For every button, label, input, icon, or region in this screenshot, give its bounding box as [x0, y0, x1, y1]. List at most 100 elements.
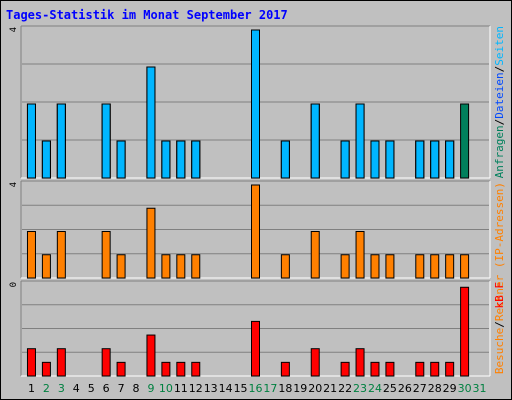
panel-bottom: 0 [9, 280, 491, 377]
legend-top: Anfragen/Dateien/Seiten [493, 26, 506, 178]
panel-middle: 4 [9, 180, 491, 279]
x-tick-label-day-4: 4 [73, 382, 80, 395]
bar-seiten-day-23 [355, 103, 365, 179]
x-tick-label-day-21: 21 [323, 382, 337, 395]
x-tick-label-day-23: 23 [353, 382, 367, 395]
bar-seiten-day-27 [415, 140, 425, 179]
bar-rechner-ip-adressen-day-23 [355, 231, 365, 279]
x-tick-label-day-28: 28 [428, 382, 442, 395]
legend-middle: Besuche/Rechner (IP-Adressen) [493, 182, 506, 374]
x-tick-label-day-7: 7 [118, 382, 125, 395]
bar-kb-f-day-3 [56, 348, 66, 377]
y-axis-max-label: 4 [9, 182, 19, 187]
bar-seiten-day-20 [310, 103, 320, 179]
x-tick-label-day-11: 11 [174, 382, 188, 395]
legend-middle-part-0: Besuche [493, 328, 506, 374]
bar-seiten-day-10 [161, 140, 171, 179]
x-tick-label-day-5: 5 [88, 382, 95, 395]
bar-kb-f-day-9 [146, 334, 156, 377]
x-tick-label-day-9: 9 [147, 382, 154, 395]
bar-kb-f-day-18 [280, 361, 290, 377]
bar-kb-f-day-12 [191, 361, 201, 377]
bar-kb-f-day-22 [340, 361, 350, 377]
x-tick-label-day-16: 16 [249, 382, 263, 395]
series-kb-f [26, 286, 470, 377]
bar-kb-f-day-27 [415, 361, 425, 377]
bar-kb-f-day-30 [460, 286, 470, 377]
bar-rechner-ip-adressen-day-2 [41, 254, 51, 279]
bar-rechner-ip-adressen-day-6 [101, 231, 111, 279]
legend-top-part-3: / [493, 66, 506, 73]
bar-anfragen-day-30 [460, 103, 470, 179]
bar-rechner-ip-adressen-day-30 [460, 254, 470, 279]
legend-bottom: kB F [493, 282, 506, 309]
bar-seiten-day-1 [26, 103, 36, 179]
x-tick-label-day-2: 2 [43, 382, 50, 395]
legend-bottom-part-0: kB F [493, 282, 506, 309]
bar-kb-f-day-2 [41, 361, 51, 377]
bar-kb-f-day-25 [385, 361, 395, 377]
bar-kb-f-day-7 [116, 361, 126, 377]
x-tick-label-day-22: 22 [338, 382, 352, 395]
bar-rechner-ip-adressen-day-24 [370, 254, 380, 279]
bar-rechner-ip-adressen-day-16 [251, 184, 260, 279]
bar-seiten-day-18 [280, 140, 290, 179]
chart-title: Tages-Statistik im Monat September 2017 [6, 8, 288, 22]
bar-rechner-ip-adressen-day-18 [280, 254, 290, 279]
bar-seiten-day-16 [251, 29, 260, 179]
series-rechner-ip-adressen [26, 184, 470, 279]
x-tick-label-day-25: 25 [383, 382, 397, 395]
bar-kb-f-day-20 [310, 348, 320, 377]
x-tick-label-day-1: 1 [28, 382, 35, 395]
legend-middle-part-2: Rechner (IP-Adressen) [493, 182, 506, 321]
bar-seiten-day-9 [146, 66, 156, 179]
bar-kb-f-day-28 [430, 361, 440, 377]
bar-kb-f-day-29 [445, 361, 455, 377]
bar-seiten-day-7 [116, 140, 126, 179]
legend-middle-part-1: / [493, 321, 506, 328]
x-tick-label-day-6: 6 [103, 382, 110, 395]
bar-rechner-ip-adressen-day-28 [430, 254, 440, 279]
bar-seiten-day-28 [430, 140, 440, 179]
x-axis-day-labels: 1 2 3 4 5 6 7 8 9 10 11 12 13 14 15 16 17 18 19 20 21 22 23 24 2… [28, 382, 487, 395]
x-tick-label-day-26: 26 [398, 382, 412, 395]
legend-top-part-2: Dateien [493, 72, 506, 118]
bar-rechner-ip-adressen-day-27 [415, 254, 425, 279]
x-tick-label-day-3: 3 [58, 382, 65, 395]
bar-rechner-ip-adressen-day-10 [161, 254, 171, 279]
x-tick-label-day-18: 18 [278, 382, 292, 395]
bar-rechner-ip-adressen-day-25 [385, 254, 395, 279]
bar-rechner-ip-adressen-day-11 [176, 254, 186, 279]
x-tick-label-day-27: 27 [413, 382, 427, 395]
bar-kb-f-day-1 [26, 348, 36, 377]
bar-seiten-day-29 [445, 140, 455, 179]
bar-seiten-day-24 [370, 140, 380, 179]
bar-rechner-ip-adressen-day-7 [116, 254, 126, 279]
x-tick-label-day-24: 24 [368, 382, 382, 395]
bar-kb-f-day-24 [370, 361, 380, 377]
x-tick-label-day-14: 14 [219, 382, 233, 395]
y-axis-max-label: 0 [9, 282, 19, 287]
x-tick-label-day-10: 10 [159, 382, 173, 395]
bar-seiten-day-6 [101, 103, 111, 179]
series-seiten [26, 29, 455, 179]
x-tick-label-day-29: 29 [443, 382, 457, 395]
x-tick-label-day-15: 15 [234, 382, 248, 395]
x-tick-label-day-13: 13 [204, 382, 218, 395]
bar-kb-f-day-23 [355, 348, 365, 377]
bar-rechner-ip-adressen-day-1 [26, 231, 36, 279]
panel-top: 4 [9, 25, 491, 179]
x-tick-label-day-8: 8 [133, 382, 140, 395]
bar-seiten-day-2 [41, 140, 51, 179]
bar-seiten-day-11 [176, 140, 186, 179]
y-axis-max-label: 4 [9, 27, 19, 32]
bar-seiten-day-25 [385, 140, 395, 179]
chart-panels: 4 4 0 [9, 25, 491, 377]
bar-rechner-ip-adressen-day-29 [445, 254, 455, 279]
x-tick-label-day-19: 19 [293, 382, 307, 395]
bar-kb-f-day-10 [161, 361, 171, 377]
legend-top-part-1: / [493, 119, 506, 126]
x-tick-label-day-12: 12 [189, 382, 203, 395]
